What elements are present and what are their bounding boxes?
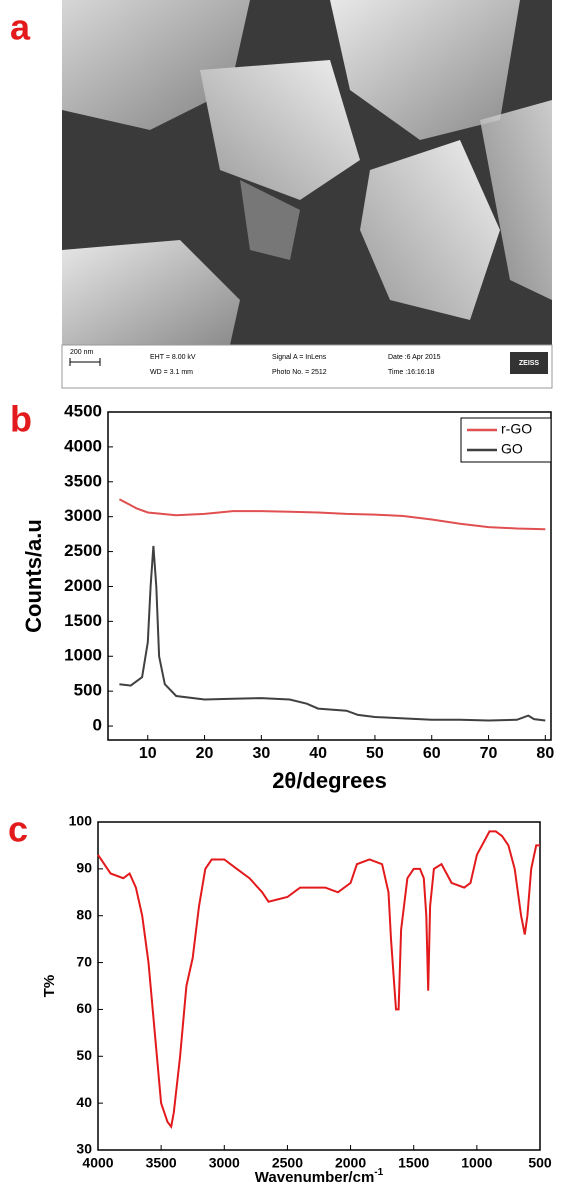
logo: ZEISS: [519, 360, 540, 367]
y-tick-label: 90: [76, 860, 92, 876]
y-tick-label: 70: [76, 953, 92, 969]
data-line: [119, 545, 546, 722]
x-tick-label: 40: [309, 745, 327, 762]
x-tick-label: 500: [528, 1155, 552, 1171]
x-axis-label-sup: -1: [374, 1167, 383, 1178]
y-tick-label: 0: [93, 716, 102, 735]
x-tick-label: 1000: [461, 1155, 492, 1171]
x-tick-label: 10: [139, 745, 157, 762]
y-axis-label: T%: [41, 975, 58, 998]
panel-label: b: [10, 399, 32, 440]
y-tick-label: 50: [76, 1047, 92, 1063]
y-tick-label: 1500: [64, 611, 102, 630]
plot-frame: [107, 411, 552, 741]
y-tick-label: 30: [76, 1141, 92, 1157]
x-tick-label: 70: [480, 745, 498, 762]
y-tick-label: 60: [76, 1000, 92, 1016]
legend-label: GO: [501, 441, 523, 457]
x-tick-label: 80: [536, 745, 554, 762]
sem-info: WD = 3.1 mm: [150, 369, 193, 376]
x-tick-label: 3000: [209, 1155, 240, 1171]
y-tick-label: 2000: [64, 576, 102, 595]
plot-frame: [97, 821, 541, 1151]
x-tick-label: 2500: [272, 1155, 303, 1171]
legend-box: [460, 417, 552, 463]
x-tick-label: 20: [196, 745, 214, 762]
x-tick-label: 2000: [335, 1155, 366, 1171]
data-line: [118, 498, 546, 531]
y-tick-label: 1000: [64, 646, 102, 665]
sem-info: Time :16:16:18: [388, 369, 435, 376]
y-tick-label: 2500: [64, 541, 102, 560]
sem-info: Date :6 Apr 2015: [388, 354, 441, 361]
y-tick-label: 3500: [64, 471, 102, 490]
x-axis-label: 2θ/degrees: [272, 768, 387, 793]
y-tick-label: 100: [69, 813, 93, 829]
sem-image: [61, 0, 553, 389]
x-tick-label: 4000: [82, 1155, 113, 1171]
scale-label: 200 nm: [70, 349, 94, 356]
panel-label: c: [8, 809, 28, 850]
sem-info: Signal A = InLens: [272, 354, 327, 361]
x-tick-label: 30: [252, 745, 270, 762]
y-tick-label: 80: [76, 906, 92, 922]
x-axis-label: Wavenumber/cm-1: [255, 1167, 384, 1185]
x-tick-label: 1500: [398, 1155, 429, 1171]
y-tick-label: 4000: [64, 436, 102, 455]
legend-label: r-GO: [501, 421, 532, 437]
x-tick-label: 3500: [146, 1155, 177, 1171]
sem-info: Photo No. = 2512: [272, 369, 327, 376]
data-line: [97, 830, 540, 1129]
y-axis-label: Counts/a.u: [21, 519, 46, 633]
x-axis-label-text: Wavenumber/cm: [255, 1169, 374, 1185]
y-tick-label: 4500: [64, 401, 102, 420]
x-axis-label-text: 2θ/degrees: [272, 768, 387, 793]
y-tick-label: 3000: [64, 506, 102, 525]
x-tick-label: 60: [423, 745, 441, 762]
y-tick-label: 40: [76, 1094, 92, 1110]
y-tick-label: 500: [74, 681, 102, 700]
sem-info: EHT = 8.00 kV: [150, 354, 196, 361]
panel-label: a: [10, 7, 31, 48]
x-tick-label: 50: [366, 745, 384, 762]
